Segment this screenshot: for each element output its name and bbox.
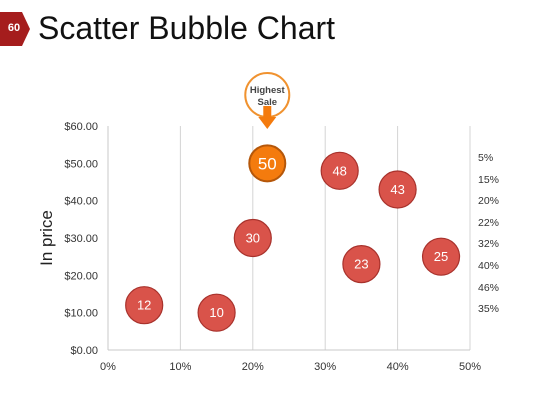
arrow-down-icon — [258, 106, 277, 129]
x-tick-label: 0% — [100, 361, 116, 373]
y-tick-label: $50.00 — [64, 158, 98, 170]
bubble — [233, 218, 272, 258]
y-tick-label: $60.00 — [64, 121, 98, 133]
legend-item: 5% — [478, 152, 494, 164]
badge-hexagon-shape — [0, 12, 30, 46]
bubble — [125, 286, 164, 325]
bubble-highlight — [248, 144, 287, 183]
x-tick-label: 10% — [169, 361, 191, 373]
callout-text-line1: Highest — [250, 85, 286, 96]
bubble-label: 43 — [390, 182, 404, 197]
y-tick-label: $40.00 — [64, 196, 98, 208]
y-tick-label: $0.00 — [70, 345, 98, 357]
bubble-label: 48 — [332, 163, 346, 178]
legend-item: 46% — [478, 281, 500, 294]
bubble-label: 10 — [209, 305, 223, 320]
bubble-label: 23 — [354, 257, 368, 272]
page-number: 60 — [7, 22, 21, 34]
y-tick-label: $30.00 — [64, 233, 98, 245]
page-number-badge — [0, 12, 30, 46]
y-tick-label: $10.00 — [64, 308, 98, 320]
bubble-label: 30 — [246, 231, 260, 246]
y-axis-title: In price — [37, 210, 56, 266]
page-title: Scatter Bubble Chart — [38, 10, 336, 46]
legend: 5% 15% 20% 22% 32% 40% 46% 35% — [478, 151, 538, 324]
bubble-label: 25 — [434, 249, 448, 264]
legend-item: 32% — [478, 238, 500, 251]
legend-item: 35% — [478, 303, 500, 316]
legend-item: 20% — [478, 195, 500, 208]
legend-item: 15% — [478, 173, 500, 186]
bubble — [378, 170, 417, 209]
x-tick-label: 40% — [387, 361, 409, 373]
x-tick-label: 20% — [242, 361, 264, 373]
legend-item: 40% — [478, 259, 500, 272]
x-tick-label: 50% — [459, 361, 481, 373]
bubble — [342, 245, 381, 284]
bubble — [320, 151, 359, 190]
bubble — [421, 237, 461, 276]
callout-text-line2: Sale — [258, 97, 278, 108]
legend-item: 22% — [478, 216, 500, 229]
x-tick-label: 30% — [314, 361, 336, 373]
bubble — [197, 293, 236, 332]
y-tick-label: $20.00 — [64, 270, 98, 282]
bubble-label: 12 — [137, 298, 151, 313]
bubble-label: 50 — [258, 154, 277, 173]
